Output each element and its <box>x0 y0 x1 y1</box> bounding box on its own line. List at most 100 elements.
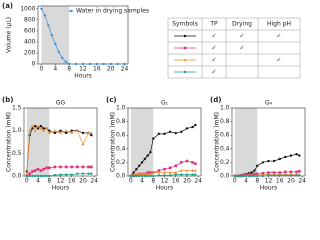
x-axis-label: Hours <box>52 185 70 192</box>
panel-label: (d) <box>210 96 221 104</box>
marker <box>76 172 79 175</box>
y-axis-label: Concentration (mM) <box>6 112 13 172</box>
marker <box>42 174 45 178</box>
marker <box>67 62 71 66</box>
marker <box>183 34 187 38</box>
marker <box>53 165 57 169</box>
y-tick-label: 0.8 <box>116 118 126 125</box>
marker <box>272 171 276 174</box>
marker <box>146 174 149 178</box>
marker <box>44 126 48 130</box>
marker <box>168 174 172 177</box>
marker <box>253 174 256 178</box>
marker <box>289 174 293 177</box>
marker <box>81 131 85 135</box>
panel-label: (a) <box>2 2 13 10</box>
table-check: ✓ <box>239 33 244 40</box>
marker <box>295 153 298 156</box>
table-check: ✓ <box>211 69 216 76</box>
marker <box>149 151 152 154</box>
y-axis-label: Concentration (mM) <box>214 112 221 172</box>
y-tick-label: 200 <box>24 49 36 56</box>
marker <box>250 174 253 178</box>
marker <box>69 9 73 13</box>
panel-label: (b) <box>2 96 13 104</box>
marker <box>284 174 287 177</box>
marker <box>140 172 144 176</box>
marker <box>39 124 43 128</box>
marker <box>70 173 73 176</box>
marker <box>45 166 48 170</box>
marker <box>34 124 37 128</box>
x-tick-label: 12 <box>57 178 65 185</box>
marker <box>180 130 183 133</box>
marker <box>163 167 166 171</box>
marker <box>298 174 301 177</box>
x-tick-label: 20 <box>287 178 295 185</box>
marker <box>90 165 93 169</box>
marker <box>59 131 62 135</box>
marker <box>31 127 34 130</box>
marker <box>61 56 64 60</box>
y-tick-label: 0.5 <box>12 150 22 157</box>
table-check: ✓ <box>239 45 244 52</box>
marker <box>163 171 166 174</box>
marker <box>81 172 85 175</box>
x-tick-label: 20 <box>107 66 115 73</box>
marker <box>28 172 31 176</box>
marker <box>179 168 183 172</box>
marker <box>134 172 138 176</box>
marker <box>36 127 40 130</box>
marker <box>295 174 298 177</box>
marker <box>81 142 85 146</box>
y-tick-label: 0.2 <box>116 159 126 166</box>
marker <box>140 161 144 164</box>
x-tick-label: 8 <box>255 178 259 185</box>
panel-title: G₁ <box>161 100 169 107</box>
marker <box>157 171 161 174</box>
table-check: ✓ <box>211 33 216 40</box>
marker <box>53 173 57 177</box>
marker <box>193 168 197 172</box>
marker <box>289 154 293 157</box>
marker <box>75 129 79 132</box>
table-check: ✓ <box>211 57 216 64</box>
marker <box>64 60 67 63</box>
marker <box>47 24 50 27</box>
marker <box>244 174 248 178</box>
x-tick-label: 4 <box>36 178 40 185</box>
x-tick-label: 20 <box>79 178 87 185</box>
marker <box>247 174 251 178</box>
x-tick-label: 8 <box>151 178 155 185</box>
marker <box>183 58 187 62</box>
marker <box>194 173 197 176</box>
y-tick-label: 1.0 <box>220 105 230 112</box>
marker <box>43 14 47 17</box>
x-tick-label: 16 <box>172 178 180 185</box>
marker <box>47 131 51 135</box>
marker <box>194 162 197 166</box>
marker <box>152 174 155 178</box>
x-tick-label: 16 <box>68 178 76 185</box>
marker <box>295 170 298 174</box>
marker <box>116 62 119 66</box>
x-tick-label: 0 <box>129 178 133 185</box>
marker <box>123 62 126 66</box>
marker <box>242 174 245 178</box>
marker <box>48 174 51 178</box>
marker <box>137 172 141 176</box>
marker <box>138 164 141 167</box>
x-tick-label: 12 <box>161 178 169 185</box>
marker <box>298 154 301 157</box>
x-tick-label: 12 <box>265 178 273 185</box>
marker <box>31 170 34 173</box>
y-tick-label: 1.0 <box>116 105 126 112</box>
marker <box>168 166 172 170</box>
y-tick-label: 400 <box>24 38 36 45</box>
marker <box>53 129 57 132</box>
marker <box>261 161 265 164</box>
marker <box>33 129 37 132</box>
marker <box>143 174 147 178</box>
panel-label: (c) <box>106 96 117 104</box>
panel-title: G₄ <box>265 100 273 107</box>
